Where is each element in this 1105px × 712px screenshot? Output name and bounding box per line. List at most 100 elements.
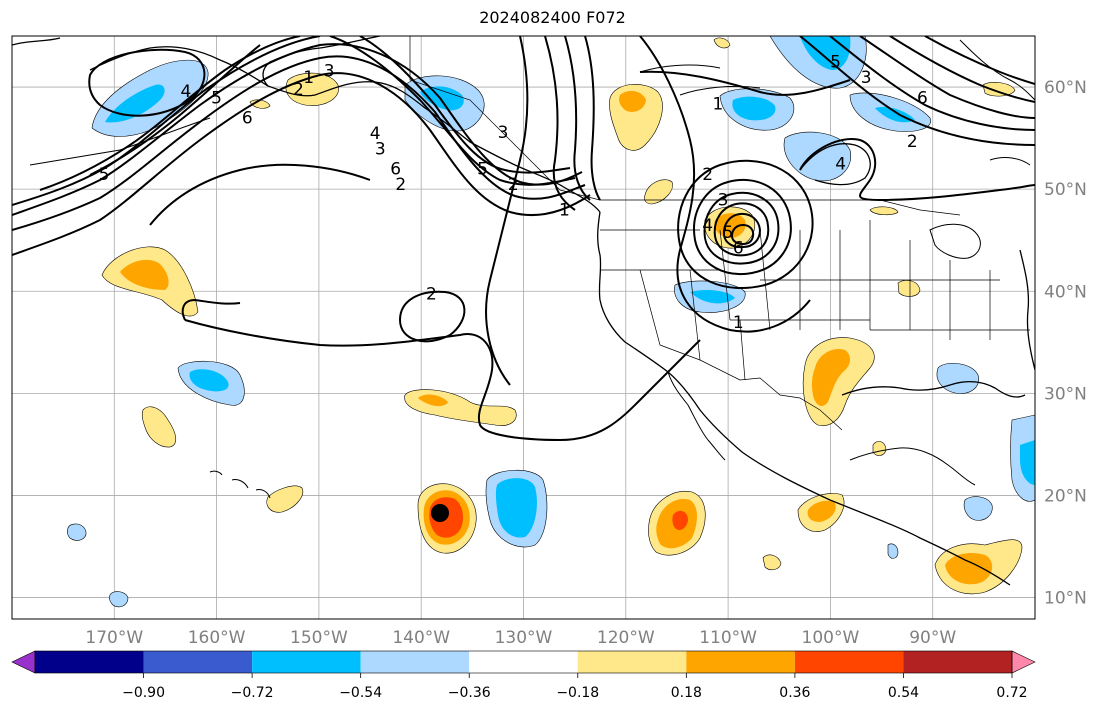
- lon-tick-label: 140°W: [392, 628, 450, 648]
- contour-gulf-alaska-2: [359, 36, 571, 174]
- contour-label: 2: [508, 175, 519, 195]
- contour-low-ring-1: [677, 159, 814, 290]
- colorbar-tick-label: 0.72: [996, 685, 1027, 701]
- colorbar-tick-label: −0.18: [556, 685, 599, 701]
- east-coast: [1019, 249, 1035, 371]
- colorbar-tick-label: −0.90: [122, 685, 165, 701]
- contour-canada-2: [799, 138, 1035, 202]
- positive-anomaly-mexico-pac-core: [807, 500, 836, 522]
- colorbar-segment: [252, 651, 361, 673]
- lat-tick-label: 30°N: [1044, 384, 1087, 404]
- contour-trough-2: [544, 36, 576, 211]
- contour-pac-loop: [398, 290, 466, 343]
- colorbar-segment: [143, 651, 253, 673]
- colorbar-segment: [577, 651, 687, 673]
- lat-tick-label: 50°N: [1044, 180, 1087, 200]
- colorbar-tick-label: −0.72: [231, 685, 274, 701]
- lon-tick-label: 150°W: [290, 628, 348, 648]
- contour-west-ridge-2: [12, 55, 586, 231]
- lat-tick-label: 40°N: [1044, 282, 1087, 302]
- lon-tick-label: 100°W: [802, 628, 860, 648]
- colorbar-segment: [360, 651, 470, 673]
- aleutians: [29, 117, 211, 166]
- storm-center-marker: [431, 504, 449, 522]
- contour-label: 3: [861, 68, 872, 88]
- positive-anomaly-pnw: [644, 179, 673, 205]
- positive-anomaly-texas-core: [811, 349, 851, 406]
- lon-tick-label: 130°W: [495, 628, 553, 648]
- contour-ne-4: [889, 36, 1035, 103]
- contour-label: 5: [99, 165, 110, 185]
- lon-tick-label: 160°W: [188, 628, 246, 648]
- lon-tick-label: 110°W: [699, 628, 757, 648]
- contour-label: 3: [324, 62, 335, 82]
- positive-anomaly-baja-s: [762, 554, 782, 571]
- contour-ridge-loop: [149, 163, 701, 442]
- contour-low-ring-2: [693, 178, 792, 275]
- colorbar-tick-label: −0.54: [339, 685, 382, 701]
- contour-trough-4: [584, 36, 601, 201]
- contour-label: 2: [426, 284, 437, 304]
- contour-low-ring-5: [722, 212, 762, 249]
- canada-arctic: [639, 39, 1035, 166]
- gulf-coast: [841, 380, 1026, 398]
- yucatan: [849, 447, 976, 486]
- contour-label: 3: [375, 139, 386, 159]
- positive-anomaly-nw-pac-core: [120, 259, 169, 290]
- contour-label: 3: [498, 123, 509, 143]
- positive-anomaly-hawaii-n: [141, 406, 177, 448]
- contour-ne-5: [924, 36, 1035, 85]
- contour-ne-2: [829, 36, 1035, 131]
- positive-anomaly-hawaii-e: [266, 485, 304, 513]
- us-mexico-border: [659, 344, 843, 431]
- contour-label: 4: [180, 82, 191, 102]
- contour-label: 2: [907, 132, 918, 152]
- colorbar-extend-low: [11, 650, 36, 674]
- pacific-nw-coast: [597, 211, 1011, 586]
- contour-label: 5: [477, 160, 488, 180]
- lon-tick-label: 120°W: [597, 628, 655, 648]
- negative-anomaly-canada-core: [732, 96, 776, 121]
- political-borders: [409, 36, 1030, 431]
- contour-low-ring-3: [703, 191, 780, 265]
- positive-anomaly-ne: [982, 81, 1016, 97]
- negative-anomaly-sw-pac: [67, 523, 87, 541]
- contour-label: 1: [303, 68, 314, 88]
- contour-label: 6: [242, 109, 253, 129]
- negative-anomaly-tropic-pac-core: [495, 478, 537, 538]
- negative-anomaly-atlantic-core: [1020, 440, 1035, 485]
- contour-ridge-west-south: [181, 298, 241, 321]
- colorbar-tick-label: 0.18: [671, 685, 702, 701]
- positive-anomaly-plains-small: [869, 206, 899, 216]
- contour-label: 6: [733, 238, 744, 258]
- latitude-axis: 60°N 50°N 40°N 30°N 20°N 10°N: [1044, 78, 1087, 609]
- map-title: 2024082400 F072: [479, 8, 626, 27]
- negative-anomaly-far-sw: [109, 591, 129, 608]
- contour-label: 1: [733, 313, 744, 333]
- colorbar-segment: [686, 651, 795, 673]
- positive-anomaly-bc-core: [619, 90, 646, 112]
- positive-anomaly-midwest-small: [897, 280, 921, 297]
- contour-label: 1: [559, 201, 570, 221]
- contour-label: 5: [723, 223, 734, 243]
- contour-west-ridge-5: [39, 36, 301, 191]
- state-lines: [600, 220, 1030, 381]
- negative-anomaly-great-basin-core: [690, 290, 735, 304]
- positive-anomaly-mid-pac-core: [418, 394, 448, 407]
- colorbar-segment: [794, 651, 904, 673]
- hawaii-islands: [209, 470, 271, 499]
- contour-label: 2: [702, 165, 713, 185]
- colorbar-tick-label: 0.36: [779, 685, 810, 701]
- contour-low-ring-4: [713, 202, 770, 257]
- contour-label: 5: [830, 53, 841, 73]
- negative-anomaly-small-cam: [887, 543, 899, 559]
- positive-anomaly-alaska-n: [713, 37, 731, 49]
- colorbar-segment: [35, 651, 144, 673]
- lat-tick-label: 10°N: [1044, 589, 1087, 609]
- colorbar-segment: [469, 651, 578, 673]
- contour-trough-3: [564, 36, 591, 201]
- lon-tick-label: 170°W: [85, 628, 143, 648]
- lat-tick-label: 60°N: [1044, 78, 1087, 98]
- negative-anomaly-ne-canada-core: [800, 36, 851, 70]
